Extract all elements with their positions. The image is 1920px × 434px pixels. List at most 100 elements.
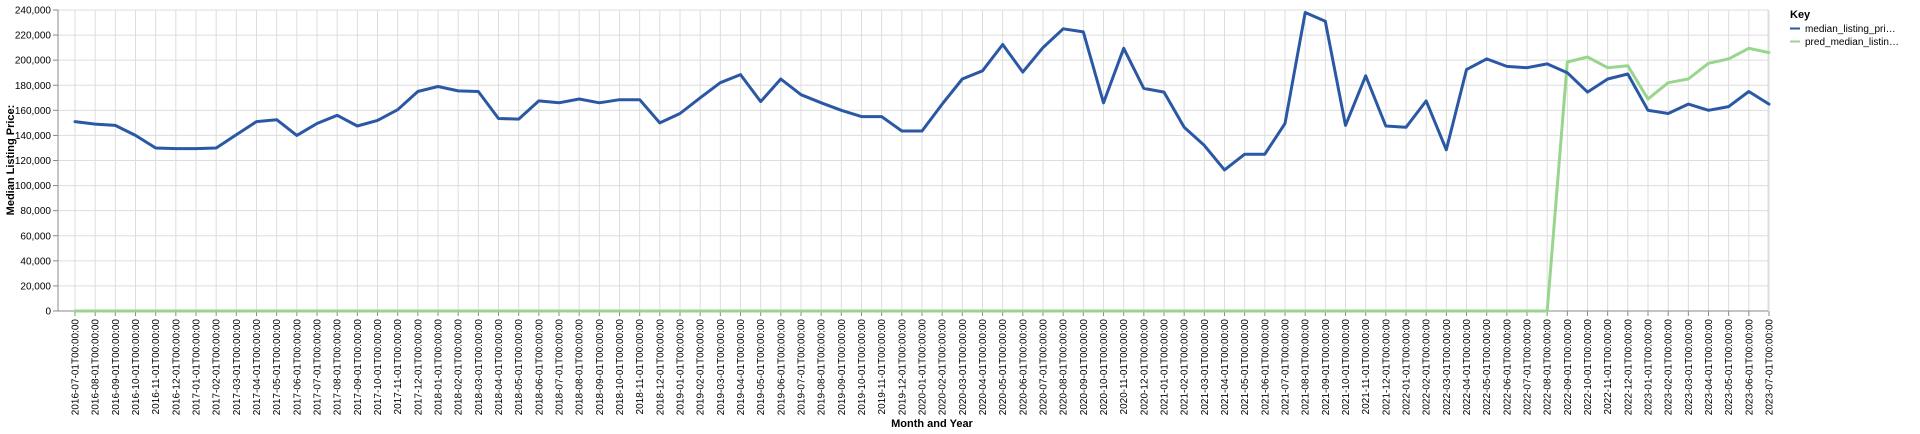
x-tick-label: 2022-03-01T00:00:00: [1442, 319, 1453, 416]
x-tick-label: 2016-11-01T00:00:00: [151, 319, 162, 415]
x-tick-label: 2021-04-01T00:00:00: [1220, 319, 1231, 416]
x-tick-label: 2019-03-01T00:00:00: [716, 319, 727, 416]
x-tick-label: 2019-04-01T00:00:00: [736, 319, 747, 416]
x-tick-label: 2016-10-01T00:00:00: [131, 319, 142, 416]
x-tick-label: 2018-06-01T00:00:00: [534, 319, 545, 416]
y-axis: 0 20,000 40,000 60,000 80,000 100,000 120,000 1…: [15, 6, 59, 318]
x-tick-label: 2022-04-01T00:00:00: [1462, 319, 1473, 416]
x-tick-label: 2023-06-01T00:00:00: [1744, 319, 1755, 416]
x-tick-label: 2022-09-01T00:00:00: [1563, 319, 1574, 416]
x-tick-label: 2022-07-01T00:00:00: [1523, 319, 1534, 416]
x-tick-label: 2021-07-01T00:00:00: [1281, 319, 1292, 416]
x-tick-label: 2020-12-01T00:00:00: [1139, 319, 1150, 416]
x-tick-label: 2020-09-01T00:00:00: [1079, 319, 1090, 416]
x-tick-label: 2019-10-01T00:00:00: [857, 319, 868, 416]
x-tick-label: 2020-11-01T00:00:00: [1119, 319, 1130, 415]
x-tick-label: 2016-08-01T00:00:00: [91, 319, 102, 416]
x-tick-label: 2021-12-01T00:00:00: [1381, 319, 1392, 416]
x-tick-label: 2019-08-01T00:00:00: [817, 319, 828, 416]
x-tick-label: 2018-09-01T00:00:00: [595, 319, 606, 416]
x-tick-label: 2022-01-01T00:00:00: [1402, 319, 1413, 416]
series-layer: [73, 11, 1771, 313]
x-tick-label: 2016-09-01T00:00:00: [111, 319, 122, 416]
y-tick-label: 120,000: [15, 156, 52, 167]
x-tick-label: 2021-06-01T00:00:00: [1260, 319, 1271, 416]
x-tick-label: 2019-01-01T00:00:00: [676, 319, 687, 416]
x-tick-label: 2016-07-01T00:00:00: [71, 319, 82, 416]
y-tick-label: 220,000: [15, 31, 52, 42]
legend: Key median_listing_pri… pred_median_listi…: [1790, 9, 1899, 48]
x-tick-label: 2018-03-01T00:00:00: [474, 319, 485, 416]
legend-title: Key: [1790, 9, 1811, 21]
x-tick-label: 2018-05-01T00:00:00: [514, 319, 525, 416]
x-tick-label: 2016-12-01T00:00:00: [171, 319, 182, 416]
x-tick-label: 2020-02-01T00:00:00: [938, 319, 949, 416]
x-tick-label: 2018-10-01T00:00:00: [615, 319, 626, 416]
x-tick-label: 2019-12-01T00:00:00: [897, 319, 908, 416]
x-tick-label: 2017-05-01T00:00:00: [272, 319, 283, 416]
x-tick-label: 2023-01-01T00:00:00: [1644, 319, 1655, 416]
x-tick-label: 2018-07-01T00:00:00: [555, 319, 566, 416]
x-tick-label: 2020-03-01T00:00:00: [958, 319, 969, 416]
x-tick-label: 2021-08-01T00:00:00: [1301, 319, 1312, 416]
x-tick-label: 2022-05-01T00:00:00: [1482, 319, 1493, 416]
x-tick-label: 2019-07-01T00:00:00: [797, 319, 808, 416]
y-tick-label: 100,000: [15, 181, 52, 192]
y-tick-label: 240,000: [15, 6, 52, 17]
x-tick-label: 2020-10-01T00:00:00: [1099, 319, 1110, 416]
x-tick-label: 2021-10-01T00:00:00: [1341, 319, 1352, 416]
series-line-1: [73, 46, 1771, 313]
y-tick-label: 80,000: [20, 206, 51, 217]
x-tick-label: 2020-05-01T00:00:00: [998, 319, 1009, 416]
x-tick-label: 2022-08-01T00:00:00: [1543, 319, 1554, 416]
gridlines: [58, 9, 1770, 312]
y-tick-label: 180,000: [15, 81, 52, 92]
x-tick-label: 2018-02-01T00:00:00: [454, 319, 465, 416]
x-tick-label: 2020-08-01T00:00:00: [1059, 319, 1070, 416]
x-tick-label: 2023-05-01T00:00:00: [1724, 319, 1735, 416]
x-tick-label: 2020-06-01T00:00:00: [1018, 319, 1029, 416]
x-tick-label: 2021-09-01T00:00:00: [1321, 319, 1332, 416]
x-tick-label: 2020-04-01T00:00:00: [978, 319, 989, 416]
x-tick-label: 2020-07-01T00:00:00: [1039, 319, 1050, 416]
x-tick-label: 2019-09-01T00:00:00: [837, 319, 848, 416]
x-tick-label: 2021-01-01T00:00:00: [1160, 319, 1171, 416]
x-tick-label: 2019-06-01T00:00:00: [776, 319, 787, 416]
y-tick-label: 200,000: [15, 56, 52, 67]
y-tick-label: 20,000: [20, 281, 51, 292]
y-tick-label: 60,000: [20, 231, 51, 242]
x-tick-label: 2018-08-01T00:00:00: [575, 319, 586, 416]
x-tick-label: 2022-11-01T00:00:00: [1603, 319, 1614, 415]
x-tick-label: 2017-12-01T00:00:00: [413, 319, 424, 416]
x-tick-label: 2017-03-01T00:00:00: [232, 319, 243, 416]
x-tick-label: 2021-11-01T00:00:00: [1361, 319, 1372, 415]
x-tick-label: 2019-05-01T00:00:00: [756, 319, 767, 416]
y-axis-title: Median Listing Price:: [5, 105, 17, 216]
series-line-0: [73, 11, 1771, 172]
legend-label: pred_median_listin…: [1805, 37, 1899, 48]
x-tick-label: 2018-01-01T00:00:00: [434, 319, 445, 416]
x-tick-label: 2023-02-01T00:00:00: [1664, 319, 1675, 416]
x-tick-label: 2019-11-01T00:00:00: [877, 319, 888, 415]
x-tick-label: 2019-02-01T00:00:00: [696, 319, 707, 416]
y-tick-label: 40,000: [20, 256, 51, 267]
x-tick-label: 2021-02-01T00:00:00: [1180, 319, 1191, 416]
x-axis-title: Month and Year: [891, 418, 973, 430]
x-tick-label: 2021-05-01T00:00:00: [1240, 319, 1251, 416]
x-tick-label: 2017-07-01T00:00:00: [313, 319, 324, 416]
y-tick-label: 140,000: [15, 131, 52, 142]
legend-label: median_listing_pri…: [1805, 24, 1896, 35]
x-tick-label: 2022-12-01T00:00:00: [1623, 319, 1634, 416]
x-tick-label: 2017-01-01T00:00:00: [192, 319, 203, 416]
x-tick-label: 2017-10-01T00:00:00: [373, 319, 384, 416]
x-tick-label: 2018-11-01T00:00:00: [635, 319, 646, 415]
legend-items: median_listing_pri… pred_median_listin…: [1790, 24, 1899, 48]
y-tick-label: 0: [45, 307, 51, 318]
x-axis: 2016-07-01T00:00:00 2016-08-01T00:00:00 20…: [58, 310, 1776, 416]
x-tick-label: 2017-09-01T00:00:00: [353, 319, 364, 416]
x-tick-label: 2021-03-01T00:00:00: [1200, 319, 1211, 416]
x-tick-label: 2020-01-01T00:00:00: [918, 319, 929, 416]
y-tick-label: 160,000: [15, 106, 52, 117]
x-tick-label: 2023-03-01T00:00:00: [1684, 319, 1695, 416]
